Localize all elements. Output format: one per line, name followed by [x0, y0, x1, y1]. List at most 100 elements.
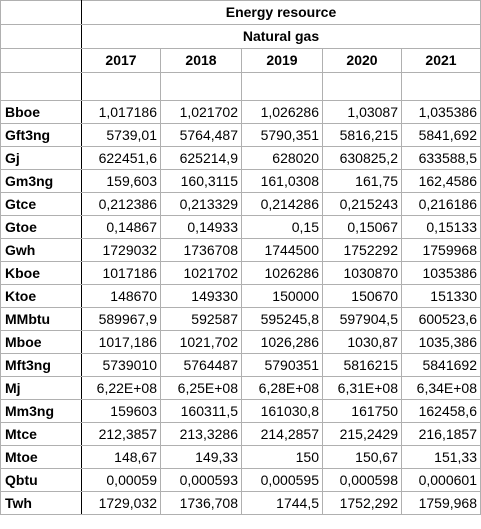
value-cell[interactable]: 159603	[81, 399, 161, 423]
value-cell[interactable]: 5739,01	[81, 123, 161, 147]
value-cell[interactable]: 1736,708	[160, 491, 242, 515]
empty-cell[interactable]	[241, 72, 323, 101]
value-cell[interactable]: 0,000601	[401, 468, 481, 492]
value-cell[interactable]: 0,216186	[401, 192, 481, 216]
value-cell[interactable]: 212,3857	[81, 422, 161, 446]
value-cell[interactable]: 0,15067	[322, 215, 402, 239]
unit-label-cell[interactable]: Gwh	[0, 238, 82, 262]
value-cell[interactable]: 1035386	[401, 261, 481, 285]
value-cell[interactable]: 6,34E+08	[401, 376, 481, 400]
empty-cell[interactable]	[0, 72, 82, 101]
value-cell[interactable]: 1026,286	[241, 330, 323, 354]
value-cell[interactable]: 1,035386	[401, 100, 481, 124]
value-cell[interactable]: 589967,9	[81, 307, 161, 331]
value-cell[interactable]: 1744,5	[241, 491, 323, 515]
value-cell[interactable]: 5790351	[241, 353, 323, 377]
corner-cell[interactable]	[0, 24, 82, 49]
value-cell[interactable]: 161,75	[322, 169, 402, 193]
value-cell[interactable]: 1030,87	[322, 330, 402, 354]
value-cell[interactable]: 595245,8	[241, 307, 323, 331]
corner-cell[interactable]	[0, 0, 82, 25]
value-cell[interactable]: 630825,2	[322, 146, 402, 170]
value-cell[interactable]: 0,214286	[241, 192, 323, 216]
value-cell[interactable]: 149,33	[160, 445, 242, 469]
value-cell[interactable]: 148670	[81, 284, 161, 308]
value-cell[interactable]: 1,026286	[241, 100, 323, 124]
value-cell[interactable]: 0,212386	[81, 192, 161, 216]
value-cell[interactable]: 161750	[322, 399, 402, 423]
value-cell[interactable]: 151330	[401, 284, 481, 308]
energy-resource-header[interactable]: Energy resource	[81, 0, 481, 25]
value-cell[interactable]: 6,28E+08	[241, 376, 323, 400]
value-cell[interactable]: 161030,8	[241, 399, 323, 423]
value-cell[interactable]: 1744500	[241, 238, 323, 262]
value-cell[interactable]: 622451,6	[81, 146, 161, 170]
value-cell[interactable]: 1752,292	[322, 491, 402, 515]
value-cell[interactable]: 1,03087	[322, 100, 402, 124]
value-cell[interactable]: 597904,5	[322, 307, 402, 331]
value-cell[interactable]: 6,25E+08	[160, 376, 242, 400]
value-cell[interactable]: 1729032	[81, 238, 161, 262]
unit-label-cell[interactable]: Mft3ng	[0, 353, 82, 377]
unit-label-cell[interactable]: Mtce	[0, 422, 82, 446]
value-cell[interactable]: 1017186	[81, 261, 161, 285]
value-cell[interactable]: 0,215243	[322, 192, 402, 216]
empty-cell[interactable]	[81, 72, 161, 101]
year-header-2019[interactable]: 2019	[241, 48, 323, 73]
unit-label-cell[interactable]: Qbtu	[0, 468, 82, 492]
value-cell[interactable]: 150	[241, 445, 323, 469]
value-cell[interactable]: 5790,351	[241, 123, 323, 147]
value-cell[interactable]: 625214,9	[160, 146, 242, 170]
unit-label-cell[interactable]: Mboe	[0, 330, 82, 354]
value-cell[interactable]: 1729,032	[81, 491, 161, 515]
value-cell[interactable]: 5841692	[401, 353, 481, 377]
value-cell[interactable]: 150000	[241, 284, 323, 308]
value-cell[interactable]: 1021,702	[160, 330, 242, 354]
value-cell[interactable]: 5841,692	[401, 123, 481, 147]
value-cell[interactable]: 5764,487	[160, 123, 242, 147]
unit-label-cell[interactable]: Gtce	[0, 192, 82, 216]
year-header-2021[interactable]: 2021	[401, 48, 481, 73]
unit-label-cell[interactable]: MMbtu	[0, 307, 82, 331]
empty-cell[interactable]	[322, 72, 402, 101]
value-cell[interactable]: 162458,6	[401, 399, 481, 423]
unit-label-cell[interactable]: Gft3ng	[0, 123, 82, 147]
value-cell[interactable]: 160,3115	[160, 169, 242, 193]
value-cell[interactable]: 150,67	[322, 445, 402, 469]
value-cell[interactable]: 0,000593	[160, 468, 242, 492]
year-header-2020[interactable]: 2020	[322, 48, 402, 73]
value-cell[interactable]: 1030870	[322, 261, 402, 285]
value-cell[interactable]: 0,000598	[322, 468, 402, 492]
value-cell[interactable]: 1736708	[160, 238, 242, 262]
value-cell[interactable]: 5816215	[322, 353, 402, 377]
value-cell[interactable]: 6,22E+08	[81, 376, 161, 400]
value-cell[interactable]: 1026286	[241, 261, 323, 285]
year-header-2018[interactable]: 2018	[160, 48, 242, 73]
corner-cell[interactable]	[0, 48, 82, 73]
value-cell[interactable]: 600523,6	[401, 307, 481, 331]
year-header-2017[interactable]: 2017	[81, 48, 161, 73]
value-cell[interactable]: 633588,5	[401, 146, 481, 170]
unit-label-cell[interactable]: Twh	[0, 491, 82, 515]
value-cell[interactable]: 5816,215	[322, 123, 402, 147]
value-cell[interactable]: 1,021702	[160, 100, 242, 124]
value-cell[interactable]: 149330	[160, 284, 242, 308]
value-cell[interactable]: 5739010	[81, 353, 161, 377]
value-cell[interactable]: 162,4586	[401, 169, 481, 193]
value-cell[interactable]: 215,2429	[322, 422, 402, 446]
empty-cell[interactable]	[160, 72, 242, 101]
value-cell[interactable]: 213,3286	[160, 422, 242, 446]
value-cell[interactable]: 0,00059	[81, 468, 161, 492]
unit-label-cell[interactable]: Bboe	[0, 100, 82, 124]
value-cell[interactable]: 0,213329	[160, 192, 242, 216]
value-cell[interactable]: 151,33	[401, 445, 481, 469]
value-cell[interactable]: 160311,5	[160, 399, 242, 423]
value-cell[interactable]: 628020	[241, 146, 323, 170]
value-cell[interactable]: 159,603	[81, 169, 161, 193]
value-cell[interactable]: 214,2857	[241, 422, 323, 446]
natural-gas-header[interactable]: Natural gas	[81, 24, 481, 49]
empty-cell[interactable]	[401, 72, 481, 101]
unit-label-cell[interactable]: Gm3ng	[0, 169, 82, 193]
value-cell[interactable]: 216,1857	[401, 422, 481, 446]
value-cell[interactable]: 0,15	[241, 215, 323, 239]
